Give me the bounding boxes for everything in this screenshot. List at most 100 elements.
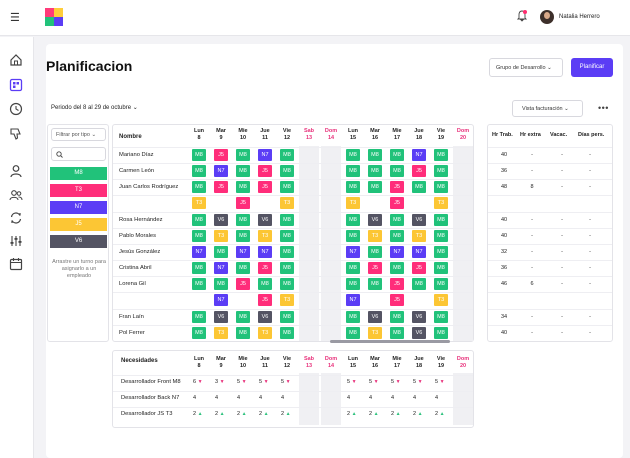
shift-cell-m8[interactable]: M8 (280, 214, 294, 226)
shift-cell-n7[interactable]: N7 (236, 246, 250, 258)
shift-cell-m8[interactable]: M8 (280, 246, 294, 258)
group-select[interactable]: Grupo de Desarrollo ⌄ (489, 58, 563, 77)
shift-cell-m8[interactable]: M8 (434, 246, 448, 258)
shift-cell-m8[interactable]: M8 (236, 181, 250, 193)
shift-cell-n7[interactable]: N7 (214, 262, 228, 274)
shift-cell-m8[interactable]: M8 (346, 327, 360, 339)
employee-name[interactable]: Cristina Abril (119, 265, 152, 271)
shift-cell-m8[interactable]: M8 (434, 327, 448, 339)
planning-icon[interactable] (9, 78, 23, 92)
employee-name[interactable]: Carmen León (119, 168, 155, 174)
user-name[interactable]: Natalia Herrero (559, 14, 600, 20)
shift-cell-m8[interactable]: M8 (346, 230, 360, 242)
sliders-icon[interactable] (9, 234, 23, 248)
shift-cell-m8[interactable]: M8 (434, 230, 448, 242)
shift-cell-m8[interactable]: M8 (434, 278, 448, 290)
shift-cell-m8[interactable]: M8 (280, 165, 294, 177)
shift-cell-j5[interactable]: J5 (258, 294, 272, 306)
shift-cell-m8[interactable]: M8 (390, 214, 404, 226)
shift-cell-m8[interactable]: M8 (192, 149, 206, 161)
legend-m8[interactable]: M8 (50, 167, 107, 180)
shift-cell-t3[interactable]: T3 (434, 197, 448, 209)
shift-cell-m8[interactable]: M8 (258, 278, 272, 290)
shift-cell-t3[interactable]: T3 (214, 327, 228, 339)
bell-icon[interactable] (516, 10, 528, 24)
shift-cell-m8[interactable]: M8 (214, 246, 228, 258)
shift-cell-t3[interactable]: T3 (412, 230, 426, 242)
shift-cell-m8[interactable]: M8 (346, 149, 360, 161)
shift-cell-m8[interactable]: M8 (346, 311, 360, 323)
shift-cell-m8[interactable]: M8 (192, 311, 206, 323)
shift-cell-n7[interactable]: N7 (214, 165, 228, 177)
shift-cell-n7[interactable]: N7 (258, 149, 272, 161)
more-icon[interactable]: ••• (598, 103, 609, 113)
shift-cell-m8[interactable]: M8 (390, 262, 404, 274)
shift-cell-n7[interactable]: N7 (346, 294, 360, 306)
app-logo[interactable] (45, 8, 63, 26)
shift-cell-j5[interactable]: J5 (214, 181, 228, 193)
shift-cell-m8[interactable]: M8 (280, 230, 294, 242)
shift-cell-m8[interactable]: M8 (236, 149, 250, 161)
shift-cell-j5[interactable]: J5 (258, 262, 272, 274)
thumbs-down-icon[interactable] (9, 127, 23, 141)
shift-cell-n7[interactable]: N7 (214, 294, 228, 306)
legend-v6[interactable]: V6 (50, 235, 107, 248)
shift-cell-t3[interactable]: T3 (434, 294, 448, 306)
sync-icon[interactable] (9, 211, 23, 225)
shift-cell-m8[interactable]: M8 (434, 181, 448, 193)
shift-cell-n7[interactable]: N7 (390, 246, 404, 258)
shift-cell-v6[interactable]: V6 (258, 311, 272, 323)
avatar[interactable] (540, 10, 554, 24)
shift-cell-m8[interactable]: M8 (236, 311, 250, 323)
shift-cell-j5[interactable]: J5 (236, 197, 250, 209)
shift-cell-m8[interactable]: M8 (192, 181, 206, 193)
shift-cell-m8[interactable]: M8 (346, 214, 360, 226)
planificar-button[interactable]: Planificar (571, 58, 613, 77)
shift-cell-j5[interactable]: J5 (258, 165, 272, 177)
shift-cell-j5[interactable]: J5 (390, 278, 404, 290)
shift-cell-j5[interactable]: J5 (412, 165, 426, 177)
shift-cell-m8[interactable]: M8 (346, 165, 360, 177)
shift-cell-m8[interactable]: M8 (412, 181, 426, 193)
shift-cell-n7[interactable]: N7 (346, 246, 360, 258)
shift-cell-m8[interactable]: M8 (434, 311, 448, 323)
shift-cell-j5[interactable]: J5 (390, 294, 404, 306)
shift-cell-m8[interactable]: M8 (280, 262, 294, 274)
shift-cell-j5[interactable]: J5 (236, 278, 250, 290)
shift-cell-m8[interactable]: M8 (434, 214, 448, 226)
shift-cell-v6[interactable]: V6 (412, 214, 426, 226)
shift-cell-m8[interactable]: M8 (192, 262, 206, 274)
shift-cell-n7[interactable]: N7 (258, 246, 272, 258)
employee-name[interactable]: Pablo Morales (119, 233, 157, 239)
shift-cell-v6[interactable]: V6 (214, 214, 228, 226)
shift-cell-m8[interactable]: M8 (280, 149, 294, 161)
shift-cell-m8[interactable]: M8 (192, 230, 206, 242)
horizontal-scrollbar[interactable] (330, 340, 450, 343)
shift-cell-m8[interactable]: M8 (214, 278, 228, 290)
users-icon[interactable] (9, 188, 23, 202)
shift-cell-m8[interactable]: M8 (236, 262, 250, 274)
shift-cell-m8[interactable]: M8 (346, 181, 360, 193)
shift-cell-m8[interactable]: M8 (390, 149, 404, 161)
shift-cell-m8[interactable]: M8 (412, 278, 426, 290)
shift-cell-m8[interactable]: M8 (192, 327, 206, 339)
shift-cell-m8[interactable]: M8 (390, 327, 404, 339)
view-select[interactable]: Vista facturación ⌄ (512, 100, 583, 117)
shift-cell-m8[interactable]: M8 (390, 165, 404, 177)
shift-cell-j5[interactable]: J5 (258, 181, 272, 193)
shift-cell-t3[interactable]: T3 (346, 197, 360, 209)
shift-cell-t3[interactable]: T3 (258, 327, 272, 339)
shift-cell-n7[interactable]: N7 (192, 246, 206, 258)
shift-cell-j5[interactable]: J5 (390, 197, 404, 209)
shift-cell-t3[interactable]: T3 (192, 197, 206, 209)
shift-cell-m8[interactable]: M8 (236, 327, 250, 339)
search-input[interactable] (51, 147, 106, 161)
clock-icon[interactable] (9, 102, 23, 116)
shift-cell-m8[interactable]: M8 (390, 311, 404, 323)
shift-cell-t3[interactable]: T3 (280, 197, 294, 209)
shift-cell-m8[interactable]: M8 (192, 214, 206, 226)
shift-cell-n7[interactable]: N7 (412, 149, 426, 161)
employee-name[interactable]: Rosa Hernández (119, 217, 163, 223)
shift-cell-m8[interactable]: M8 (346, 262, 360, 274)
shift-cell-j5[interactable]: J5 (214, 149, 228, 161)
